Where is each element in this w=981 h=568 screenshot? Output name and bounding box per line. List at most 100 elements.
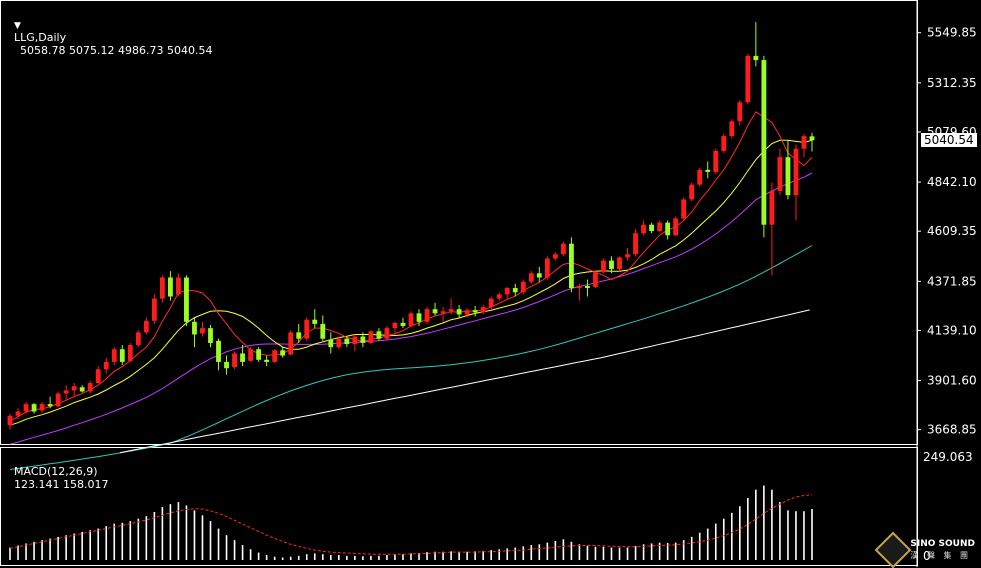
candle-body xyxy=(745,55,751,103)
candle-body xyxy=(7,415,13,426)
candle-body xyxy=(633,233,638,255)
candle-body xyxy=(39,404,45,411)
candle-body xyxy=(737,102,743,122)
candle-body xyxy=(111,349,117,362)
candle-body xyxy=(328,339,334,348)
candle-body xyxy=(151,298,157,321)
macd-values: 123.141 158.017 xyxy=(14,478,109,491)
price-panel-frame xyxy=(0,0,918,445)
candle-body xyxy=(432,309,438,314)
macd-header: MACD(12,26,9) 123.141 158.017 xyxy=(7,452,108,491)
diamond-logo-icon xyxy=(875,531,912,568)
macd-signal-line xyxy=(9,494,813,555)
symbol-header: ▼ LLG,Daily 5058.78 5075.12 4986.73 5040… xyxy=(7,5,212,57)
candle-body xyxy=(288,332,294,355)
candle-body xyxy=(344,338,350,344)
candle-body xyxy=(55,393,61,407)
candle-body xyxy=(705,169,711,172)
candle-body xyxy=(488,298,494,308)
candle-body xyxy=(184,277,189,322)
ohlc-values: 5058.78 5075.12 4986.73 5040.54 xyxy=(20,44,213,57)
price-tick-label: 4842.10 xyxy=(927,175,977,189)
candle-body xyxy=(673,218,679,236)
collapse-triangle-icon[interactable]: ▼ xyxy=(14,21,21,31)
candle-body xyxy=(577,285,582,289)
price-tick-label: 3901.60 xyxy=(927,374,977,388)
candle-body xyxy=(601,260,606,273)
candle-body xyxy=(528,273,534,282)
symbol-label: LLG,Daily xyxy=(14,31,67,44)
candle-body xyxy=(809,136,815,141)
candle-body xyxy=(119,349,125,362)
candles xyxy=(7,22,815,430)
candle-body xyxy=(617,257,622,270)
price-tick-label: 4371.85 xyxy=(927,274,977,288)
candle-body xyxy=(681,199,687,219)
price-tick-label: 5312.35 xyxy=(927,76,977,90)
candle-body xyxy=(280,350,286,356)
candle-body xyxy=(240,353,245,362)
candle-body xyxy=(200,328,205,334)
candle-body xyxy=(360,336,366,343)
candle-body xyxy=(352,336,358,344)
candle-body xyxy=(609,260,614,270)
candle-body xyxy=(560,243,566,255)
candle-body xyxy=(552,254,558,259)
candle-body xyxy=(777,157,783,191)
candle-body xyxy=(224,361,229,369)
candle-body xyxy=(544,258,550,278)
candle-body xyxy=(31,404,37,412)
candle-body xyxy=(512,288,518,293)
candle-body xyxy=(23,404,29,412)
price-tick-label: 5549.85 xyxy=(927,26,977,40)
candle-body xyxy=(464,310,470,315)
candle-body xyxy=(296,332,302,339)
candle-body xyxy=(167,277,173,297)
candle-body xyxy=(697,169,703,185)
candle-body xyxy=(392,322,398,329)
candle-body xyxy=(264,359,270,362)
macd-series xyxy=(9,485,813,560)
candle-body xyxy=(47,404,53,407)
candle-body xyxy=(192,321,197,335)
candle-body xyxy=(408,313,414,327)
candle-body xyxy=(127,345,133,361)
candle-body xyxy=(424,309,430,322)
current-price-tag: 5040.54 xyxy=(921,133,977,147)
candle-body xyxy=(320,323,326,339)
macd-axis-top: 249.063 xyxy=(923,450,973,464)
candle-body xyxy=(63,390,69,394)
price-ticks: 5549.855312.355079.604842.104609.354371.… xyxy=(917,26,977,437)
candle-body xyxy=(568,243,574,289)
moving-average-lines xyxy=(9,111,813,470)
candle-body xyxy=(143,320,149,333)
candle-body xyxy=(95,369,101,384)
candle-body xyxy=(585,285,590,289)
candle-body xyxy=(536,273,542,278)
ma60-line xyxy=(9,245,813,470)
candle-body xyxy=(15,411,21,416)
candle-body xyxy=(216,340,221,362)
candle-body xyxy=(713,150,719,172)
candle-body xyxy=(593,272,598,287)
candle-body xyxy=(176,277,181,295)
candle-body xyxy=(336,338,342,348)
candle-body xyxy=(87,383,93,392)
candle-body xyxy=(272,350,278,362)
sino-sound-logo: SINO SOUND 漢 聲 集 團 xyxy=(875,531,975,568)
candle-body xyxy=(801,136,807,149)
candle-body xyxy=(456,309,462,315)
candle-body xyxy=(79,387,85,392)
price-tick-label: 4609.35 xyxy=(927,224,977,238)
ma10-line xyxy=(9,139,813,426)
candle-body xyxy=(384,328,390,339)
candle-body xyxy=(496,294,502,299)
candle-body xyxy=(103,361,109,370)
ma5-line xyxy=(9,111,813,422)
candle-body xyxy=(368,331,374,343)
price-tick-label: 4139.10 xyxy=(927,323,977,337)
candle-body xyxy=(400,322,406,327)
candle-body xyxy=(753,55,759,61)
candle-body xyxy=(769,190,775,225)
